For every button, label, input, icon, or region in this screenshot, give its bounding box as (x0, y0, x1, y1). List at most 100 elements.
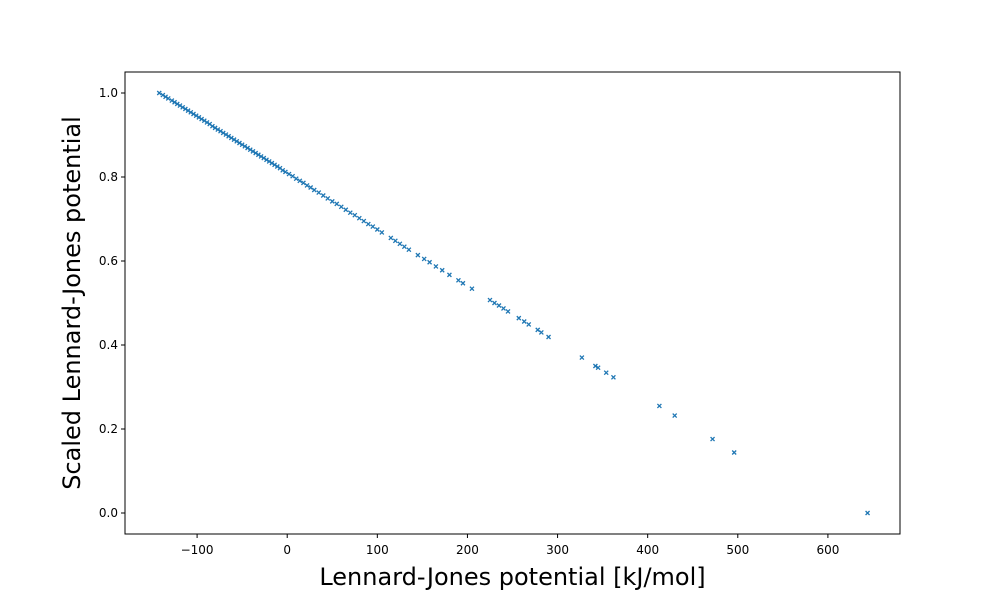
data-point (343, 207, 349, 213)
data-point (460, 280, 466, 286)
data-point (163, 94, 169, 100)
data-point (177, 103, 183, 109)
data-point (579, 355, 585, 361)
data-point (261, 155, 267, 161)
data-point (174, 101, 180, 107)
data-points (156, 90, 871, 516)
data-point (274, 164, 280, 169)
data-point (535, 327, 541, 333)
data-point (672, 413, 678, 419)
y-tick-label: 0.4 (99, 338, 118, 352)
data-point (308, 185, 314, 190)
data-point (223, 132, 229, 138)
data-point (356, 215, 362, 221)
x-tick-label: 400 (636, 543, 659, 557)
data-point (505, 308, 511, 314)
data-point (731, 450, 737, 455)
data-point (180, 104, 186, 110)
data-point (338, 204, 344, 210)
data-point (258, 153, 264, 159)
data-point (421, 256, 427, 262)
data-point (196, 114, 202, 120)
data-point (293, 176, 299, 182)
x-tick-label: 600 (816, 543, 839, 557)
data-point (526, 321, 532, 327)
data-point (865, 510, 871, 516)
data-point (300, 180, 306, 186)
data-point (516, 315, 522, 321)
data-point (311, 187, 317, 193)
data-point (501, 306, 506, 311)
data-point (521, 319, 527, 324)
data-point (266, 159, 272, 164)
data-point (656, 403, 662, 409)
data-point (165, 96, 171, 101)
data-point (242, 143, 248, 149)
data-point (304, 182, 310, 188)
data-point (253, 150, 259, 156)
data-point (272, 162, 278, 168)
data-point (255, 152, 261, 158)
data-point (487, 297, 493, 303)
data-point (236, 140, 242, 146)
data-point (316, 190, 322, 195)
x-tick-label: 100 (366, 543, 389, 557)
y-tick-label: 0.0 (99, 506, 118, 520)
y-tick-label: 0.8 (99, 170, 118, 184)
data-point (185, 108, 191, 114)
y-tick-label: 0.2 (99, 422, 118, 436)
data-point (220, 130, 226, 136)
data-point (199, 116, 205, 122)
data-point (710, 436, 716, 442)
data-point (245, 145, 251, 151)
data-point (610, 374, 616, 380)
data-point (269, 160, 275, 166)
data-point (204, 119, 210, 125)
y-tick-label: 0.6 (99, 254, 118, 268)
data-point (361, 218, 367, 224)
plot-frame (124, 71, 901, 535)
x-tick-label: −100 (181, 543, 214, 557)
data-point (247, 147, 253, 153)
data-point (188, 109, 194, 115)
data-point (370, 224, 376, 230)
y-axis: 0.0 0.2 0.4 0.6 0.8 1.0 (99, 86, 125, 520)
data-point (455, 277, 461, 283)
x-tick-label: 0 (283, 543, 291, 557)
data-point (325, 195, 331, 201)
data-point (226, 133, 232, 139)
data-point (492, 300, 497, 306)
data-point (286, 171, 292, 177)
data-point (347, 210, 353, 216)
data-point (169, 98, 175, 104)
data-point (280, 167, 286, 173)
data-point (388, 235, 394, 241)
data-point (209, 123, 215, 129)
x-axis: −100 0 100 200 300 400 500 600 (181, 534, 839, 557)
data-point (160, 92, 166, 98)
data-point (290, 173, 296, 179)
data-point (212, 125, 218, 131)
data-point (182, 106, 188, 112)
data-point (469, 286, 475, 292)
data-point (603, 370, 609, 376)
data-point (433, 264, 439, 269)
data-point (374, 227, 380, 232)
data-point (264, 157, 269, 163)
data-point (234, 138, 240, 144)
data-point (439, 267, 445, 273)
data-point (193, 113, 199, 119)
data-point (352, 212, 358, 218)
x-axis-label: Lennard-Jones potential [kJ/mol] (319, 563, 705, 591)
data-point (538, 329, 544, 335)
data-point (392, 238, 398, 244)
data-point (446, 272, 452, 278)
data-point (595, 365, 601, 371)
data-point (218, 128, 223, 134)
data-point (156, 90, 162, 96)
x-tick-label: 300 (546, 543, 569, 557)
data-point (401, 244, 407, 250)
data-point (334, 201, 340, 207)
data-point (282, 169, 288, 175)
y-tick-label: 1.0 (99, 86, 118, 100)
